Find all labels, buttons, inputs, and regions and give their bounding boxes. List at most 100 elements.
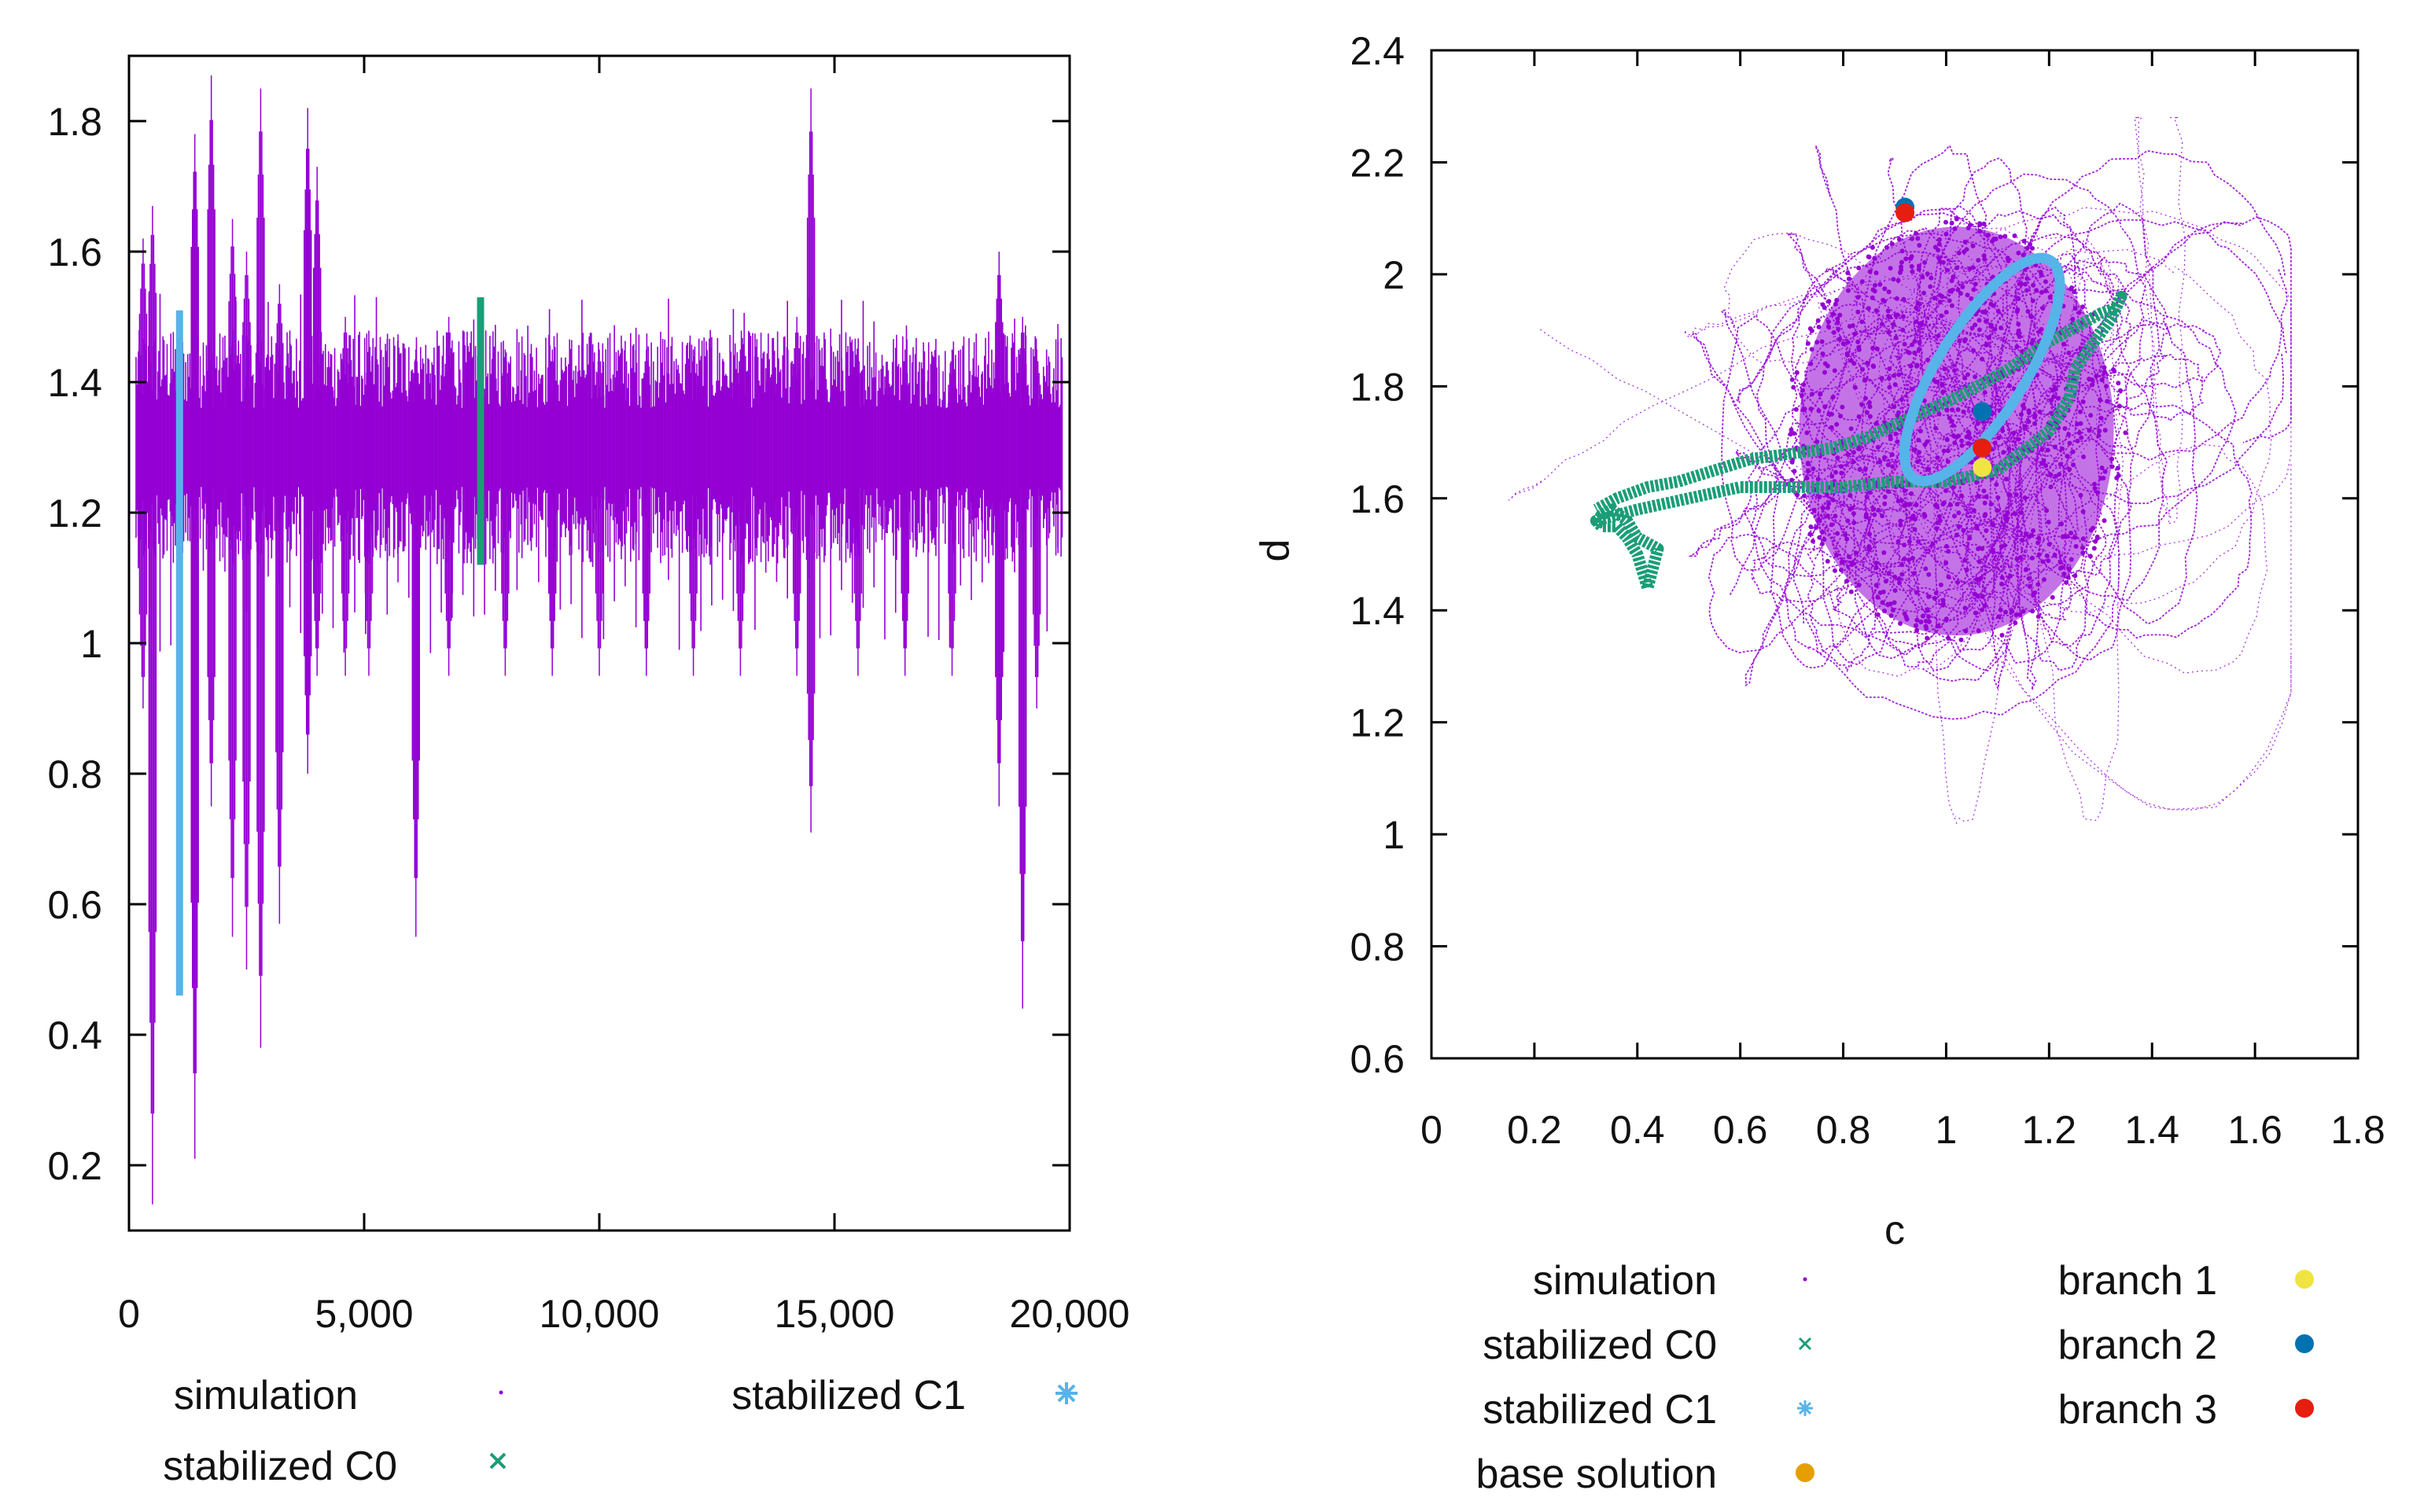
simulation-point — [1980, 594, 1985, 599]
simulation-point — [2007, 492, 2013, 498]
simulation-point — [2048, 484, 2054, 490]
simulation-point — [2023, 531, 2028, 536]
y-tick-label: 1 — [80, 622, 102, 666]
simulation-point — [2111, 367, 2116, 373]
simulation-point — [1981, 221, 1987, 226]
simulation-point — [1998, 607, 2003, 613]
simulation-point — [1941, 500, 1947, 506]
legend-stabilized-c0-label: stabilized C0 — [163, 1444, 397, 1489]
simulation-point — [1849, 562, 1855, 567]
simulation-point — [1835, 316, 1840, 322]
simulation-trajectory — [1833, 443, 2268, 677]
simulation-point — [2029, 532, 2035, 538]
simulation-point — [1852, 384, 1858, 390]
simulation-point — [2090, 382, 2095, 388]
simulation-point — [1805, 340, 1811, 346]
stabilized-c0-curve — [1590, 290, 2127, 594]
simulation-point — [1840, 404, 1845, 410]
simulation-point — [2097, 429, 2102, 434]
simulation-point — [1830, 497, 1836, 502]
simulation-point — [1848, 358, 1854, 363]
branch-1-point — [1973, 458, 1992, 477]
simulation-point — [1959, 438, 1965, 443]
simulation-point — [1965, 441, 1971, 446]
simulation-point — [2043, 279, 2048, 285]
simulation-point — [2016, 250, 2021, 256]
simulation-point — [1966, 431, 1972, 436]
simulation-point — [1833, 513, 1838, 519]
simulation-point — [1802, 493, 1807, 498]
simulation-point — [1825, 513, 1830, 518]
simulation-point — [1912, 447, 1918, 452]
simulation-point — [1944, 267, 1950, 273]
simulation-point — [2024, 276, 2030, 281]
simulation-point — [1988, 502, 1994, 507]
simulation-point — [1928, 284, 1933, 289]
simulation-point — [1976, 327, 1982, 333]
simulation-point — [1940, 259, 1946, 265]
simulation-point — [1867, 269, 1873, 274]
simulation-point — [1914, 305, 1919, 311]
simulation-point — [2039, 447, 2045, 452]
simulation-point — [2032, 421, 2037, 426]
legend-simulation-marker — [499, 1390, 503, 1395]
simulation-point — [2087, 377, 2092, 381]
simulation-point — [1895, 439, 1900, 444]
simulation-point — [1829, 425, 1834, 430]
simulation-point — [1902, 556, 1907, 561]
simulation-point — [1940, 389, 1946, 395]
simulation-point — [1952, 513, 1957, 519]
simulation-point — [1994, 482, 1999, 487]
simulation-point — [1910, 556, 1915, 561]
simulation-point — [1996, 435, 2002, 440]
simulation-point — [2088, 528, 2094, 533]
simulation-point — [1946, 635, 1951, 641]
simulation-point — [1908, 363, 1914, 369]
simulation-point — [2078, 492, 2083, 498]
simulation-point — [1799, 392, 1804, 398]
simulation-point — [2017, 612, 2023, 617]
simulation-point — [1999, 326, 2004, 330]
simulation-point — [1882, 495, 1888, 499]
simulation-point — [1917, 263, 1921, 269]
simulation-point — [1915, 459, 1921, 465]
simulation-point — [1804, 476, 1810, 481]
legend-stabilized-c1-marker — [1055, 1382, 1078, 1404]
simulation-point — [1834, 297, 1840, 303]
simulation-point — [1956, 524, 1962, 529]
simulation-point — [1951, 433, 1956, 439]
simulation-point — [1926, 572, 1932, 577]
simulation-point — [1971, 508, 1976, 513]
simulation-point — [2014, 344, 2020, 349]
simulation-point — [1833, 568, 1837, 573]
simulation-point — [1851, 459, 1856, 465]
legend-branch-2-label: branch 2 — [2058, 1323, 2217, 1368]
simulation-point — [1872, 256, 1877, 261]
simulation-point — [2116, 403, 2122, 409]
simulation-point — [1896, 410, 1901, 415]
simulation-point — [2055, 395, 2061, 401]
simulation-point — [1973, 322, 1978, 328]
simulation-point — [1835, 531, 1840, 536]
time-series-chart: 0 5,000 10,000 15,000 20,000 0.2 0.4 0.6 0.8 1 1.2… — [47, 54, 1129, 1489]
x-tick-label: 1.8 — [2330, 1108, 2385, 1152]
simulation-point — [2072, 306, 2078, 311]
simulation-point — [1899, 248, 1905, 254]
simulation-point — [2013, 620, 2018, 626]
simulation-point — [1975, 421, 1980, 426]
simulation-point — [2030, 245, 2035, 251]
y-tick-label: 1.8 — [1350, 365, 1405, 409]
simulation-point — [2048, 472, 2054, 477]
simulation-point — [1947, 502, 1953, 507]
simulation-point — [1916, 347, 1921, 352]
simulation-point — [1958, 291, 1963, 296]
stabilized-c1-band — [175, 310, 183, 996]
simulation-point — [2003, 609, 2008, 615]
simulation-point — [2053, 473, 2058, 479]
simulation-point — [1873, 583, 1879, 588]
simulation-point — [1925, 466, 1930, 472]
simulation-point — [1967, 266, 1973, 271]
simulation-point — [1988, 322, 1994, 328]
simulation-point — [2057, 560, 2063, 565]
simulation-point — [2002, 234, 2008, 239]
